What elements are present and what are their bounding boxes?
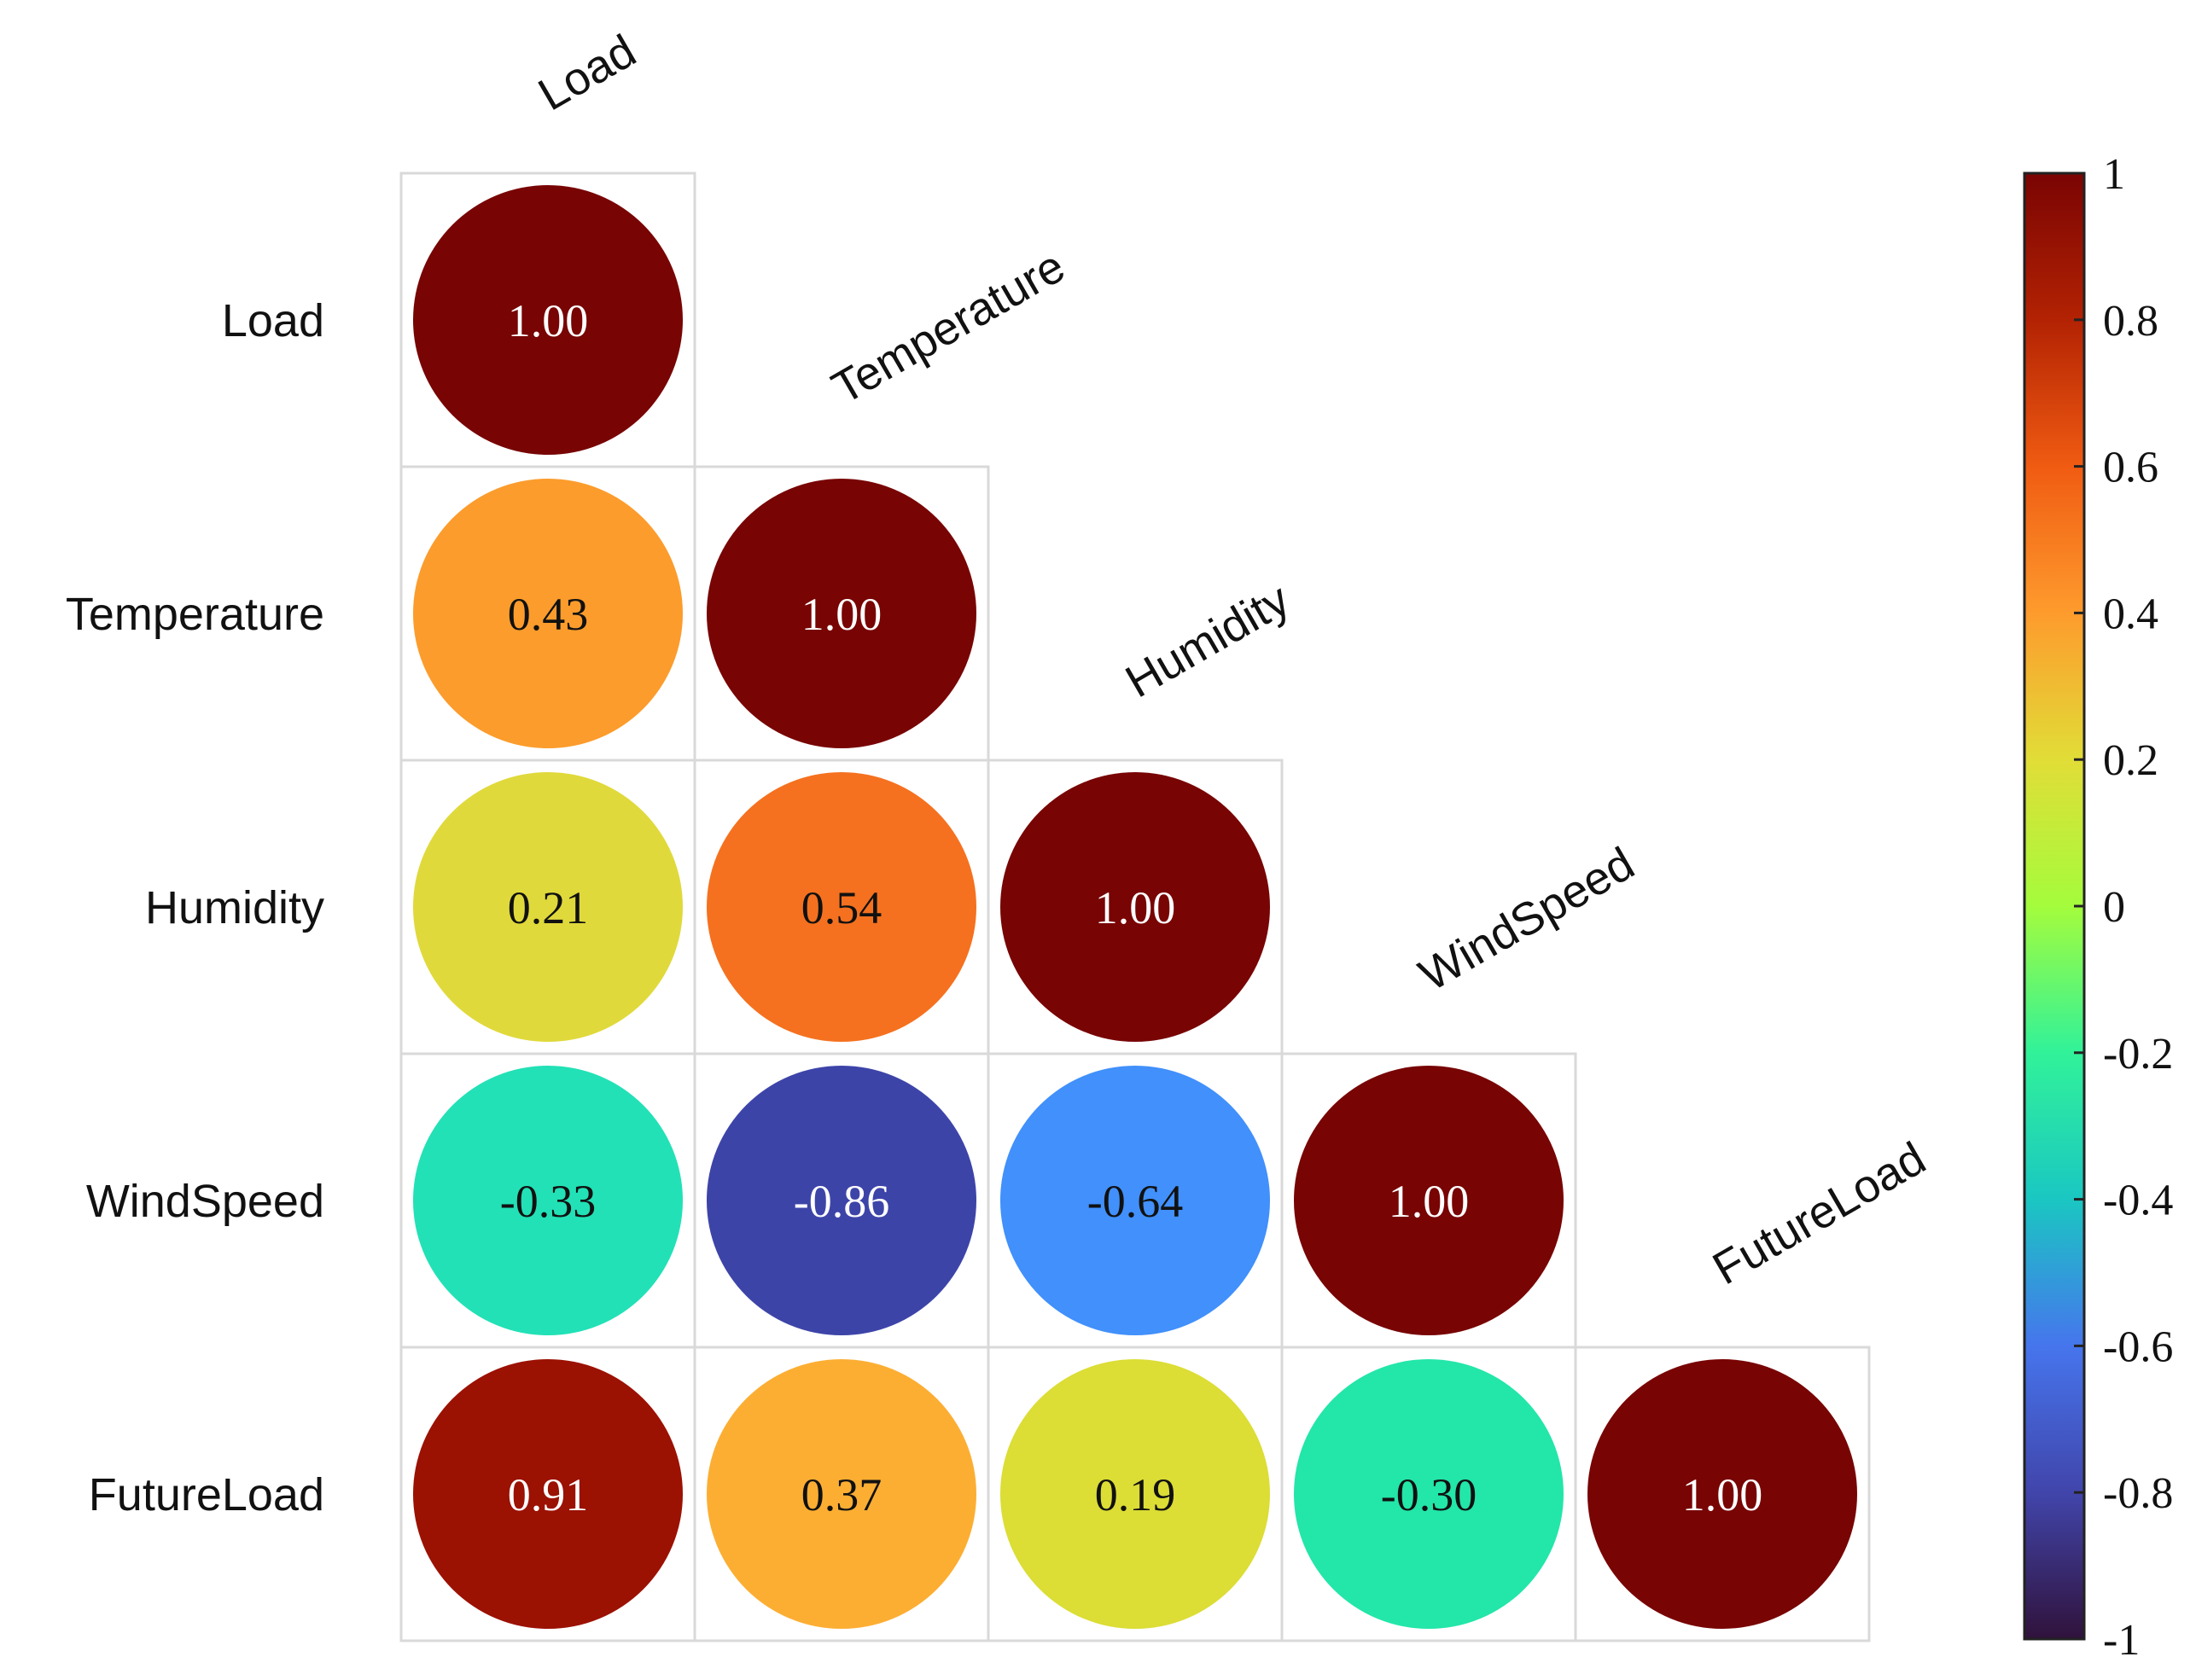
cell-futureload-humidity: 0.19 [987, 1346, 1284, 1642]
colorbar-tick-label: -0.8 [2103, 1469, 2173, 1518]
correlation-circle [413, 185, 683, 455]
correlation-value: -0.86 [794, 1176, 889, 1227]
colorbar-tick: 0.2 [2074, 736, 2158, 785]
colorbar: 1 0.8 0.6 0.4 0.2 0 -0.2 -0.4 -0.6 -0.8 -1 [2023, 150, 2173, 1665]
column-label-temperature: Temperature [824, 241, 1074, 415]
cell-border [1574, 1346, 1871, 1642]
colorbar-tick: 0.6 [2074, 444, 2158, 492]
correlation-circle [1000, 1359, 1270, 1629]
cell-temperature-temperature: 1.00 [693, 465, 990, 762]
correlation-value: -0.64 [1087, 1176, 1183, 1227]
correlation-circle [707, 479, 976, 748]
cell-humidity-temperature: 0.54 [693, 759, 990, 1055]
column-label-load: Load [530, 25, 644, 120]
correlation-value: 0.19 [1095, 1469, 1176, 1520]
correlation-circle [1000, 772, 1270, 1042]
colorbar-tick: 0 [2074, 883, 2125, 932]
correlation-value: 1.00 [1389, 1176, 1470, 1227]
correlation-circle [413, 772, 683, 1042]
colorbar-tick-label: 0 [2103, 883, 2125, 932]
cell-load-load: 1.00 [399, 171, 696, 468]
cell-futureload-load: 0.91 [399, 1346, 696, 1642]
colorbar-tick-label: -0.2 [2103, 1030, 2173, 1078]
colorbar-tick: -0.4 [2074, 1177, 2173, 1225]
correlation-value: 0.37 [801, 1469, 882, 1520]
correlation-value: -0.30 [1381, 1469, 1477, 1520]
matrix-cells: 1.00 0.43 1.00 0.21 0.54 1.00 -0.33 -0.86 -0.64 1… [399, 171, 1871, 1642]
row-label-futureload: FutureLoad [89, 1469, 324, 1520]
correlation-value: 1.00 [1682, 1469, 1763, 1520]
correlation-value: 1.00 [508, 295, 589, 346]
cell-futureload-temperature: 0.37 [693, 1346, 990, 1642]
cell-humidity-humidity: 1.00 [987, 759, 1284, 1055]
correlation-circle [413, 1359, 683, 1629]
row-label-load: Load [222, 295, 324, 346]
colorbar-tick-label: -1 [2103, 1616, 2140, 1665]
colorbar-tick: 1 [2074, 150, 2125, 199]
colorbar-tick: -0.2 [2074, 1030, 2173, 1078]
cell-windspeed-temperature: -0.86 [693, 1052, 990, 1349]
colorbar-tick-label: 0.6 [2103, 444, 2158, 492]
column-label-windspeed: WindSpeed [1411, 838, 1643, 1002]
colorbar-tick-label: 0.2 [2103, 736, 2158, 785]
row-label-humidity: Humidity [145, 882, 324, 933]
colorbar-tick: -0.8 [2074, 1469, 2173, 1518]
colorbar-tick: -0.6 [2074, 1322, 2173, 1371]
correlation-value: 0.21 [508, 882, 589, 933]
colorbar-tick-label: 0.4 [2103, 590, 2158, 638]
colorbar-tick: 0.4 [2074, 590, 2158, 638]
cell-temperature-load: 0.43 [399, 465, 696, 762]
cell-windspeed-load: -0.33 [399, 1052, 696, 1349]
correlation-circle [1294, 1359, 1564, 1629]
colorbar-ticks: 1 0.8 0.6 0.4 0.2 0 -0.2 -0.4 -0.6 -0.8 -1 [2074, 150, 2173, 1665]
correlation-value: -0.33 [500, 1176, 596, 1227]
correlation-value: 1.00 [801, 589, 882, 640]
correlation-circle [413, 479, 683, 748]
colorbar-tick-label: -0.6 [2103, 1322, 2173, 1371]
correlation-circle [707, 772, 976, 1042]
colorbar-tick-label: -0.4 [2103, 1177, 2173, 1225]
cell-windspeed-windspeed: 1.00 [1280, 1052, 1577, 1349]
correlation-value: 1.00 [1095, 882, 1176, 933]
correlation-value: 0.91 [508, 1469, 589, 1520]
cell-futureload-windspeed: -0.30 [1280, 1346, 1577, 1642]
correlation-value: 0.54 [801, 882, 882, 933]
column-label-humidity: Humidity [1117, 573, 1298, 707]
colorbar-tick: -1 [2074, 1616, 2140, 1665]
cell-windspeed-humidity: -0.64 [987, 1052, 1284, 1349]
column-label-futureload: FutureLoad [1704, 1132, 1934, 1294]
cell-futureload-futureload: 1.00 [1574, 1346, 1871, 1642]
colorbar-tick-label: 1 [2103, 150, 2125, 199]
correlation-circle [1294, 1066, 1564, 1335]
row-labels: Load Temperature Humidity WindSpeed FutureLo… [66, 295, 324, 1520]
correlation-circle [413, 1066, 683, 1335]
correlation-circle [707, 1359, 976, 1629]
colorbar-tick-label: 0.8 [2103, 297, 2158, 346]
row-label-windspeed: WindSpeed [86, 1176, 324, 1227]
correlation-value: 0.43 [508, 589, 589, 640]
correlation-circle [1587, 1359, 1857, 1629]
cell-humidity-load: 0.21 [399, 759, 696, 1055]
correlation-circle [1000, 1066, 1270, 1335]
row-label-temperature: Temperature [66, 589, 324, 640]
colorbar-tick: 0.8 [2074, 297, 2158, 346]
correlation-circle [707, 1066, 976, 1335]
